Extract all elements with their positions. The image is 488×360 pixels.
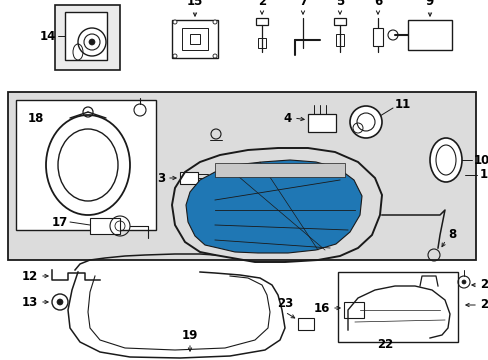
Circle shape [349,106,381,138]
Text: 3: 3 [157,171,164,184]
Text: 22: 22 [376,338,392,351]
Bar [372,28,382,46]
Text: 1: 1 [479,168,487,181]
Text: 12: 12 [22,270,38,283]
Bar [258,38,265,48]
Text: 2: 2 [257,0,265,8]
Circle shape [213,54,217,58]
Text: 23: 23 [276,297,292,310]
Bar [8,92,475,260]
Bar [215,163,345,177]
Text: 9: 9 [425,0,433,8]
Bar [333,18,346,25]
Text: 4: 4 [283,112,291,125]
Circle shape [89,39,95,45]
Bar [182,28,207,50]
Text: 20: 20 [479,298,488,311]
Text: 11: 11 [394,99,410,112]
Text: 5: 5 [335,0,344,8]
Bar [297,318,313,330]
Text: 16: 16 [313,302,329,315]
Text: 17: 17 [52,216,68,229]
Bar [407,20,451,50]
Text: 6: 6 [373,0,381,8]
Text: 15: 15 [186,0,203,8]
Text: 10: 10 [473,153,488,166]
Bar [190,34,200,44]
Ellipse shape [429,138,461,182]
Text: 13: 13 [22,296,38,309]
Bar [62,14,107,56]
Bar [307,114,335,132]
Bar [16,100,156,230]
Text: 8: 8 [447,229,455,242]
Text: 19: 19 [182,329,198,342]
Circle shape [213,20,217,24]
Circle shape [173,54,177,58]
Bar [343,302,363,318]
Circle shape [173,20,177,24]
Circle shape [57,299,63,305]
Text: 7: 7 [298,0,306,8]
Bar [337,272,457,342]
Bar [256,18,267,25]
Bar [335,34,343,46]
Bar [55,5,120,70]
Bar [172,20,218,58]
Polygon shape [185,160,361,253]
Text: 18: 18 [28,112,44,125]
Circle shape [461,280,465,284]
Text: 14: 14 [40,30,56,42]
Bar [90,218,120,234]
Bar [180,172,198,184]
Text: 21: 21 [479,279,488,292]
Bar [65,12,107,60]
